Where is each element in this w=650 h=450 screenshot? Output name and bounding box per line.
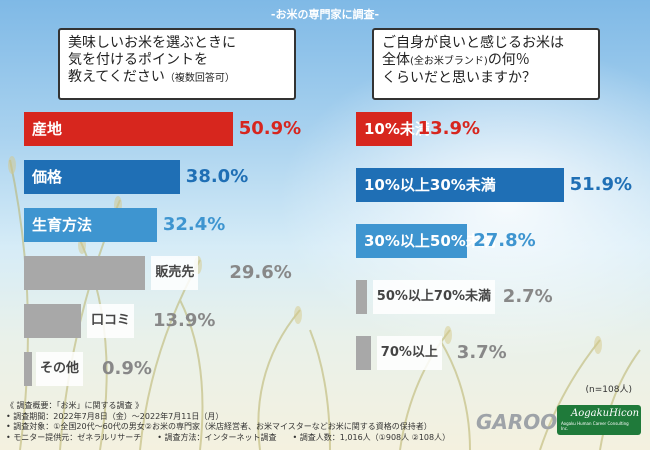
left-question-line3: 教えてください: [68, 69, 165, 85]
right-question-line1: ご自身が良いと感じるお米は: [382, 35, 564, 51]
right-question-line2: 全体: [382, 52, 410, 68]
bar-label: 70%以上: [376, 336, 442, 370]
left-question-line2: 気を付けるポイントを: [68, 52, 208, 68]
aogaku-logo-subtext: Aogaku Human Career Consulting Inc.: [561, 421, 629, 431]
right-question-line2-small: (全お米ブランド): [410, 56, 488, 67]
bar-value-label: 29.6%: [229, 262, 292, 283]
bar-販売先: [24, 256, 146, 290]
footer-line: • モニター提供元：ゼネラルリサーチ • 調査方法：インターネット調査 • 調査…: [6, 432, 451, 442]
garoo-logo: GAROO: [476, 410, 558, 434]
right-question-line2-wrap: 全体(全お米ブランド)の何％: [382, 52, 590, 70]
survey-footer: 《 調査概要：「お米」に関する調査 》 • 調査期間：2022年7月8日（金）～…: [6, 401, 466, 443]
bar-label: 10%以上30%未満: [364, 176, 496, 194]
bar-生育方法: 生育方法: [24, 208, 157, 242]
bar-label: 10%未満: [364, 120, 430, 138]
aogaku-logo: AogakuHicon Aogaku Human Career Consulti…: [557, 405, 641, 435]
aogaku-logo-text: AogakuHicon: [571, 408, 640, 419]
bar-50%以上70%未満: [356, 280, 367, 314]
left-question-note: （複数回答可）: [164, 73, 235, 84]
bar-value-label: 2.7%: [502, 286, 553, 307]
bar-label: 30%以上50%未満: [364, 232, 496, 250]
bar-value-label: 38.0%: [185, 166, 249, 187]
bar-label: その他: [36, 352, 84, 386]
bar-value-label: 50.9%: [238, 118, 302, 139]
footer-line: • 調査期間：2022年7月8日（金）～2022年7月11日（月）: [6, 411, 224, 421]
bar-label: 口コミ: [86, 304, 134, 338]
bar-label: 販売先: [151, 256, 199, 290]
bar-label: 50%以上70%未満: [372, 280, 496, 314]
right-question-box: ご自身が良いと感じるお米は 全体(全お米ブランド)の何％ くらいだと思いますか？: [372, 28, 600, 100]
bar-value-label: 13.9%: [417, 118, 481, 139]
bar-30%以上50%未満: 30%以上50%未満: [356, 224, 496, 258]
bar-value-label: 32.4%: [162, 214, 226, 235]
footer-line: • 調査対象：①全国20代～60代の男女②お米の専門家（米店経営者、お米マイスタ…: [6, 422, 432, 431]
right-question-line2-end: の何％: [487, 52, 530, 68]
bar-value-label: 51.9%: [569, 174, 633, 195]
bar-産地: 産地: [24, 112, 233, 146]
bar-口コミ: [24, 304, 81, 338]
left-question-line1: 美味しいお米を選ぶときに: [68, 35, 236, 51]
bar-value-label: 3.7%: [456, 342, 507, 363]
left-question-line3-wrap: 教えてください（複数回答可）: [68, 69, 286, 87]
bar-10%以上30%未満: 10%以上30%未満: [356, 168, 564, 202]
bar-10%未満: 10%未満: [356, 112, 430, 146]
footer-line: 《 調査概要：「お米」に関する調査 》: [6, 401, 144, 410]
left-question-box: 美味しいお米を選ぶときに 気を付けるポイントを 教えてください（複数回答可）: [58, 28, 296, 100]
bar-value-label: 0.9%: [102, 358, 152, 379]
bar-value-label: 27.8%: [473, 230, 536, 251]
right-question-line3: くらいだと思いますか？: [382, 70, 536, 86]
bar-label: 産地: [32, 120, 63, 138]
sample-size-note: (n=108人): [585, 385, 632, 395]
bar-70%以上: [356, 336, 371, 370]
bar-価格: 価格: [24, 160, 180, 194]
bar-label: 価格: [32, 168, 63, 186]
header-title: -お米の専門家に調査-: [270, 8, 380, 21]
bar-value-label: 13.9%: [152, 310, 216, 331]
bar-label: 生育方法: [32, 216, 93, 234]
bar-その他: [24, 352, 32, 386]
